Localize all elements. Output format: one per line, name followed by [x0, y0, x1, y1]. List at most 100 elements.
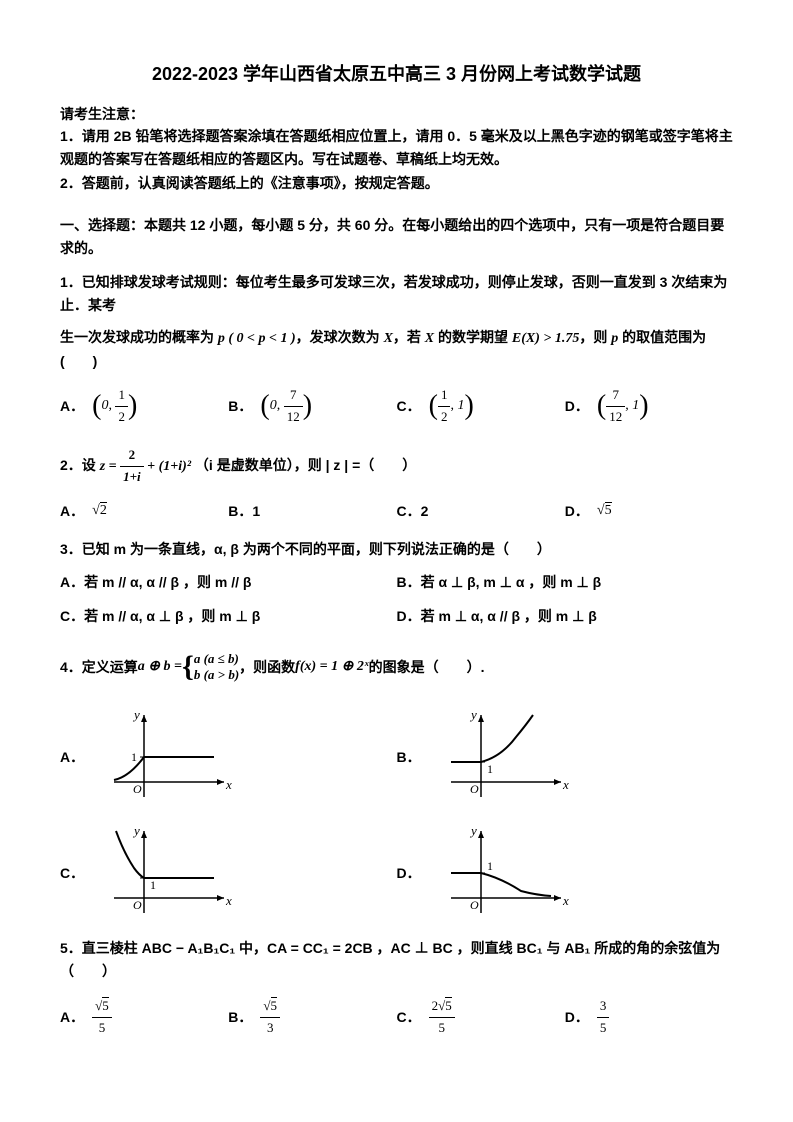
q1-text-mid3: 的数学期望: [434, 329, 512, 345]
q5-options: A． √55 B． √53 C． 2√55 D． 35: [60, 996, 733, 1039]
q2-option-a: A． √2: [60, 500, 228, 522]
q3-row2: C．若 m // α, α ⊥ β ，则 m ⊥ β D．若 m ⊥ α, α …: [60, 605, 733, 629]
q1-c-val2: 1: [457, 395, 464, 417]
q2-a-label: A．: [60, 500, 84, 522]
question-1: 1．已知排球发球考试规则：每位考生最多可发球三次，若发球成功，则停止发球，否则一…: [60, 271, 733, 373]
q1-d-num: 7: [606, 385, 625, 407]
svg-text:O: O: [133, 898, 142, 912]
svg-text:1: 1: [150, 878, 156, 892]
q3-option-d: D．若 m ⊥ α, α // β ，则 m ⊥ β: [397, 605, 734, 629]
q5-a-label: A．: [60, 1006, 84, 1028]
svg-text:x: x: [562, 893, 569, 908]
svg-text:y: y: [132, 823, 140, 838]
svg-text:x: x: [225, 893, 232, 908]
svg-text:O: O: [470, 782, 479, 796]
q5-option-a: A． √55: [60, 996, 228, 1039]
notice-header: 请考生注意：: [60, 103, 733, 125]
q2-den: 1+i: [120, 467, 144, 488]
q1-opt-c-label: C．: [397, 395, 421, 417]
svg-text:y: y: [469, 707, 477, 722]
q2-pre: 2．设: [60, 457, 100, 473]
q2-math: z =: [100, 459, 120, 474]
section-1-header: 一、选择题：本题共 12 小题，每小题 5 分，共 60 分。在每小题给出的四个…: [60, 214, 733, 259]
svg-text:O: O: [470, 898, 479, 912]
q5-option-d: D． 35: [565, 996, 733, 1039]
q2-options: A． √2 B．1 C．2 D． √5: [60, 500, 733, 522]
q4-graph-d: D． x y O 1: [397, 823, 734, 923]
q4-graph-c: C． x y O 1: [60, 823, 397, 923]
q1-b-val1: 0: [270, 395, 277, 417]
q5-b-label: B．: [228, 1006, 252, 1028]
q1-text-end: ，则: [579, 329, 611, 345]
question-3: 3．已知 m 为一条直线，α, β 为两个不同的平面，则下列说法正确的是（ ）: [60, 538, 733, 560]
q4-pre: 4．定义运算: [60, 656, 138, 678]
question-2: 2．设 z = 21+i + (1+i)² （i 是虚数单位），则 | z | …: [60, 445, 733, 488]
q1-d-den: 12: [606, 407, 625, 428]
svg-text:O: O: [133, 782, 142, 796]
q5-option-b: B． √53: [228, 996, 396, 1039]
q1-line1: 1．已知排球发球考试规则：每位考生最多可发球三次，若发球成功，则停止发球，否则一…: [60, 271, 733, 316]
q1-d-val2: 1: [632, 395, 639, 417]
q2-num: 2: [120, 445, 144, 467]
svg-text:1: 1: [487, 762, 493, 776]
q4-graph-a: A． x y O 1: [60, 707, 397, 807]
q5-d-label: D．: [565, 1006, 589, 1028]
q1-option-a: A． (0, 12): [60, 385, 228, 428]
q1-options: A． (0, 12) B． (0, 712) C． (12, 1) D． (71…: [60, 385, 733, 428]
q2-option-b: B．1: [228, 500, 396, 522]
q2-b-label: B．1: [228, 500, 260, 522]
q1-a-den: 2: [115, 407, 128, 428]
q1-math-x: X: [384, 331, 393, 346]
q4-d-label: D．: [397, 862, 421, 884]
q1-text-pre: 生一次发球成功的概率为: [60, 329, 218, 345]
q1-text-mid: ，发球次数为: [296, 329, 384, 345]
svg-text:y: y: [469, 823, 477, 838]
q3-option-c: C．若 m // α, α ⊥ β ，则 m ⊥ β: [60, 605, 397, 629]
q1-math-p: p ( 0 < p < 1 ): [218, 331, 296, 346]
q1-a-num: 1: [115, 385, 128, 407]
q1-line2: 生一次发球成功的概率为 p ( 0 < p < 1 )，发球次数为 X，若 X …: [60, 326, 733, 373]
graph-c-svg: x y O 1: [104, 823, 234, 923]
q2-end: （i 是虚数单位），则 | z | =（ ）: [195, 457, 416, 473]
svg-text:1: 1: [487, 859, 493, 873]
svg-text:y: y: [132, 707, 140, 722]
q1-opt-a-label: A．: [60, 395, 84, 417]
q1-b-num: 7: [284, 385, 303, 407]
q2-option-d: D． √5: [565, 500, 733, 522]
q4-row2: C． x y O 1 D． x y O 1: [60, 823, 733, 923]
q4-graph-b: B． x y O 1: [397, 707, 734, 807]
q1-option-b: B． (0, 712): [228, 385, 396, 428]
q5-c-label: C．: [397, 1006, 421, 1028]
q2-d-val: √5: [597, 500, 612, 522]
exam-title: 2022-2023 学年山西省太原五中高三 3 月份网上考试数学试题: [60, 60, 733, 89]
q1-opt-d-label: D．: [565, 395, 589, 417]
q5-option-c: C． 2√55: [397, 996, 565, 1039]
q4-math1: a ⊕ b =: [138, 656, 182, 678]
graph-d-svg: x y O 1: [441, 823, 571, 923]
q1-option-d: D． (712, 1): [565, 385, 733, 428]
q1-b-den: 12: [284, 407, 303, 428]
q2-option-c: C．2: [397, 500, 565, 522]
q4-row1: A． x y O 1 B． x y O 1: [60, 707, 733, 807]
q4-end: 的图象是（ ）.: [369, 656, 485, 678]
q1-option-c: C． (12, 1): [397, 385, 565, 428]
q1-a-val1: 0: [101, 395, 108, 417]
question-5: 5．直三棱柱 ABC − A₁B₁C₁ 中，CA = CC₁ = 2CB ，AC…: [60, 937, 733, 982]
q1-opt-b-label: B．: [228, 395, 252, 417]
q3-option-a: A．若 m // α, α // β ，则 m // β: [60, 571, 397, 595]
q1-math-x2: X: [425, 331, 434, 346]
svg-text:x: x: [225, 777, 232, 792]
svg-text:x: x: [562, 777, 569, 792]
q3-row1: A．若 m // α, α // β ，则 m // β B．若 α ⊥ β, …: [60, 571, 733, 595]
q1-text-mid2: ，若: [393, 329, 425, 345]
q1-math-ex: E(X) > 1.75: [512, 331, 579, 346]
svg-text:1: 1: [131, 750, 137, 764]
q2-a-val: √2: [92, 500, 107, 522]
graph-a-svg: x y O 1: [104, 707, 234, 807]
q4-a-label: A．: [60, 746, 84, 768]
notice-1: 1．请用 2B 铅笔将选择题答案涂填在答题纸相应位置上，请用 0．5 毫米及以上…: [60, 125, 733, 170]
notice-2: 2．答题前，认真阅读答题纸上的《注意事项》，按规定答题。: [60, 172, 733, 194]
q1-c-den: 2: [438, 407, 451, 428]
q2-d-label: D．: [565, 500, 589, 522]
q3-option-b: B．若 α ⊥ β, m ⊥ α ，则 m ⊥ β: [397, 571, 734, 595]
